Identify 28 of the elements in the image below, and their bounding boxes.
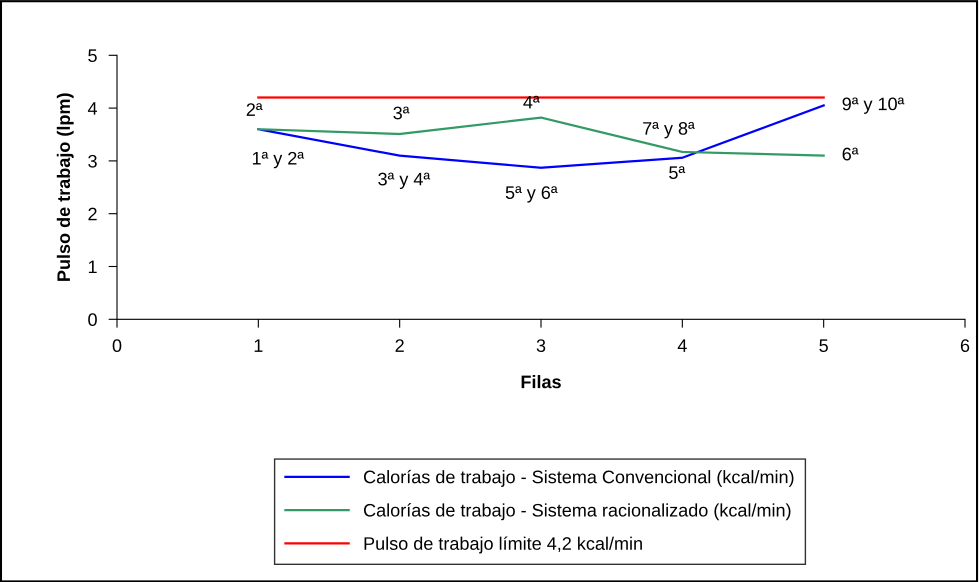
annotation: 3ª (393, 106, 410, 120)
annotation: 1ª y 2ª (252, 152, 304, 168)
x-tick-label: 2 (396, 339, 404, 352)
annotation: 4ª (523, 96, 540, 108)
annotation: 9ª y 10ª (842, 98, 904, 114)
annotation: 5ª y 6ª (506, 186, 558, 203)
x-tick-label: 6 (960, 339, 970, 352)
x-tick-label: 3 (536, 339, 546, 352)
x-tick-label: 5 (819, 339, 828, 352)
annotation: 6ª (842, 148, 859, 160)
y-axis-title: Pulso de trabajo (lpm) (56, 93, 74, 281)
annotation: 3ª y 4ª (378, 172, 430, 190)
annotation: 5ª (669, 166, 686, 179)
legend-label: Calorías de trabajo - Sistema racionalizado (kcal/min) (364, 503, 790, 520)
x-tick-label: 4 (678, 339, 687, 352)
y-tick-label: 0 (88, 313, 97, 326)
annotation: 7ª y 8ª (643, 122, 695, 138)
annotation: 2ª (246, 103, 263, 116)
y-tick-label: 4 (88, 102, 98, 115)
y-tick-label: 1 (88, 260, 97, 274)
legend-label: Pulso de trabajo límite 4,2 kcal/min (364, 536, 642, 554)
legend-label: Calorías de trabajo - Sistema Convencional (kcal/min) (364, 470, 794, 487)
x-tick-label: 1 (254, 339, 262, 352)
y-tick-label: 2 (88, 208, 97, 220)
x-tick-label: 0 (112, 339, 122, 352)
y-tick-label: 3 (88, 154, 97, 168)
y-tick-label: 5 (88, 49, 97, 62)
x-axis-title: Filas (522, 375, 561, 388)
